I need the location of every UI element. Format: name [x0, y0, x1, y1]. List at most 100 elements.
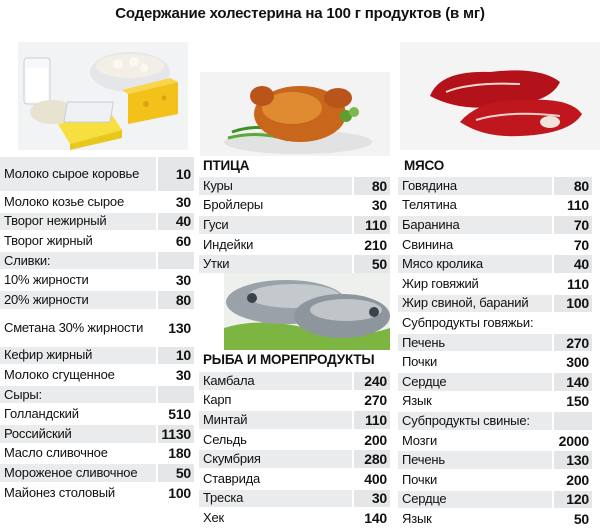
product-name: Сельдь: [203, 431, 247, 447]
table-row: Язык 150: [398, 392, 592, 411]
table-row: Печень 130: [398, 451, 592, 469]
fish-image: [224, 268, 390, 350]
product-name: Скумбрия: [199, 450, 352, 468]
roast-chicken-image: [200, 72, 390, 156]
table-row: Сыры:: [0, 385, 194, 404]
product-name: Мясо кролика: [398, 255, 552, 273]
cholesterol-value: 50: [156, 464, 194, 482]
cholesterol-value: 300: [552, 353, 592, 371]
table-row: Куры 80: [199, 177, 390, 195]
cholesterol-value: 150: [552, 392, 592, 411]
cholesterol-value: 240: [352, 372, 390, 390]
product-name: Печень: [398, 333, 552, 352]
table-row: Молоко сырое коровье 10: [0, 157, 194, 191]
cholesterol-value: 2000: [552, 431, 592, 450]
table-row: Скумбрия 280: [199, 450, 390, 468]
table-row: Мясо кролика 40: [398, 255, 592, 273]
table-row: Говядина 80: [398, 177, 592, 195]
product-name: Почки: [402, 471, 438, 487]
product-name: Минтай: [199, 411, 352, 429]
meat-heading: МЯСО: [404, 158, 445, 173]
page-title: Содержание холестерина на 100 г продукто…: [115, 5, 485, 22]
product-name: Российский: [0, 425, 156, 443]
product-name: Сердце: [398, 490, 552, 509]
product-name: Куры: [199, 177, 352, 195]
table-row: Мороженое сливочное 50: [0, 464, 194, 482]
cholesterol-value: 40: [156, 212, 194, 231]
product-name: Почки: [402, 354, 438, 370]
product-name: Камбала: [199, 372, 352, 390]
cholesterol-value: 1130: [156, 425, 194, 443]
cholesterol-value: 270: [352, 391, 390, 410]
cholesterol-value: 140: [552, 373, 592, 391]
product-name: Жир говяжий: [402, 275, 479, 291]
table-row: Майонез столовый 100: [0, 483, 194, 502]
cholesterol-value: 80: [552, 177, 592, 195]
cholesterol-value: 200: [552, 471, 592, 489]
table-row: Почки 200: [398, 471, 592, 489]
table-row: Жир говяжий 110: [398, 275, 592, 293]
cholesterol-value: 100: [156, 483, 194, 502]
table-row: Сельдь 200: [199, 430, 390, 449]
table-row: Камбала 240: [199, 372, 390, 390]
cholesterol-value: [552, 314, 592, 332]
product-name: Молоко сгущенное: [4, 366, 115, 382]
product-name: Телятина: [402, 197, 457, 213]
product-name: Сметана 30% жирности: [4, 319, 144, 335]
table-row: Молоко сгущенное 30: [0, 366, 194, 384]
cholesterol-value: 110: [352, 411, 390, 429]
table-row: Телятина 110: [398, 196, 592, 215]
cholesterol-value: 200: [352, 430, 390, 449]
poultry-heading: ПТИЦА: [203, 158, 250, 173]
table-row: Творог жирный 60: [0, 232, 194, 250]
product-name: Язык: [402, 393, 432, 409]
cholesterol-value: 110: [552, 275, 592, 293]
product-name: Утки: [199, 255, 352, 273]
product-name: Язык: [402, 510, 432, 526]
cholesterol-value: 110: [552, 196, 592, 215]
table-row: Мозги 2000: [398, 431, 592, 450]
product-name: Сыры:: [0, 385, 156, 404]
table-row: Сердце 120: [398, 490, 592, 509]
table-row: Ставрида 400: [199, 470, 390, 488]
product-name: Бройлеры: [203, 197, 264, 213]
cholesterol-value: [156, 251, 194, 270]
product-name: 10% жирности: [4, 272, 89, 288]
cholesterol-value: 70: [552, 216, 592, 234]
cholesterol-value: 10: [156, 157, 194, 191]
table-row: Язык 50: [398, 510, 592, 528]
table-row: Сливки:: [0, 251, 194, 270]
cholesterol-value: 510: [156, 405, 194, 423]
table-row: 10% жирности 30: [0, 271, 194, 289]
table-row: Российский 1130: [0, 425, 194, 443]
cholesterol-value: 30: [352, 489, 390, 508]
cholesterol-value: 130: [156, 310, 194, 345]
product-name: Сливки:: [0, 251, 156, 270]
cholesterol-value: 400: [352, 470, 390, 488]
cholesterol-value: 110: [352, 216, 390, 234]
table-row: Баранина 70: [398, 216, 592, 234]
table-row: Масло сливочное 180: [0, 444, 194, 463]
cholesterol-value: 100: [552, 294, 592, 313]
product-name: Голландский: [4, 406, 79, 422]
table-row: Свинина 70: [398, 235, 592, 254]
table-row: Жир свиной, бараний 100: [398, 294, 592, 313]
product-name: Мозги: [402, 432, 438, 448]
cholesterol-value: 50: [352, 255, 390, 273]
table-row: Хек 140: [199, 509, 390, 527]
table-row: Субпродукты говяжьи:: [398, 314, 592, 332]
table-row: Печень 270: [398, 333, 592, 352]
product-name: Свинина: [402, 236, 454, 252]
table-row: Молоко козье сырое 30: [0, 193, 194, 211]
cholesterol-value: 10: [156, 346, 194, 365]
table-row: Сердце 140: [398, 373, 592, 391]
table-row: Сметана 30% жирности 130: [0, 310, 194, 345]
product-name: Субпродукты свиные:: [398, 412, 552, 430]
product-name: Субпродукты говяжьи:: [402, 314, 534, 330]
product-name: 20% жирности: [0, 291, 156, 309]
product-name: Треска: [199, 489, 352, 508]
product-name: Индейки: [203, 236, 254, 252]
fish-heading: РЫБА И МОРЕПРОДУКТЫ: [203, 352, 375, 367]
product-name: Молоко сырое коровье: [0, 157, 156, 191]
cholesterol-value: 30: [156, 366, 194, 384]
